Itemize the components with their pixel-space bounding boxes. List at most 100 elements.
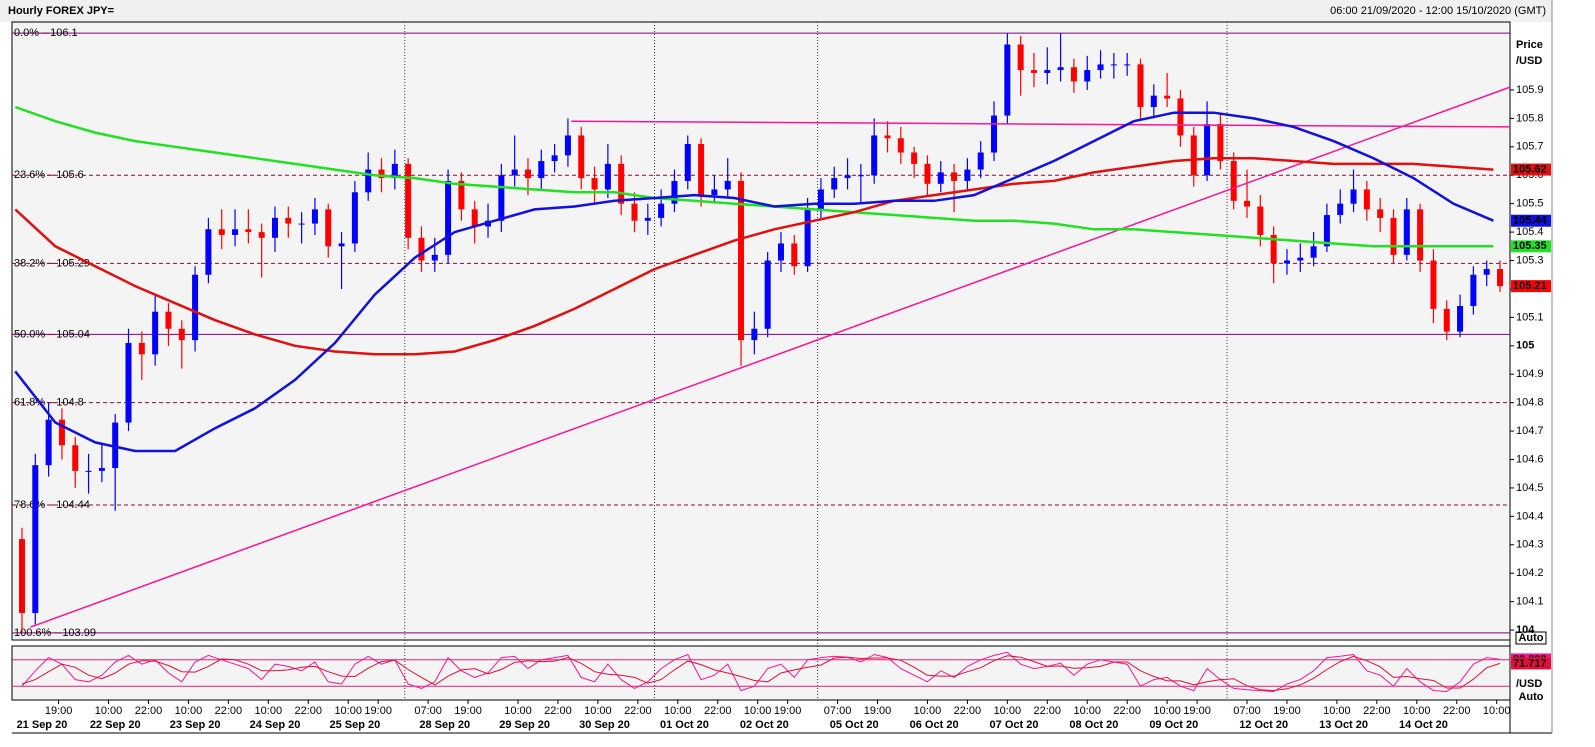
y-tick-label: 105.3 <box>1516 254 1544 266</box>
price-box <box>1511 280 1551 293</box>
candle-body <box>1350 189 1357 204</box>
candle-body <box>1177 98 1184 136</box>
x-tick-label: 10:00 <box>994 705 1022 717</box>
candle-body <box>524 169 531 179</box>
candle-body <box>1310 246 1317 258</box>
date-label: 08 Oct 20 <box>1069 719 1118 731</box>
y-tick-label: 104.5 <box>1516 482 1544 494</box>
date-label: 24 Sep 20 <box>250 719 301 731</box>
header-bar <box>0 0 1552 22</box>
stochastic-unit: /USD <box>1516 678 1542 690</box>
fib-percent: 78.6% <box>14 499 45 511</box>
price-box <box>1511 240 1551 253</box>
date-label: 01 Oct 20 <box>660 719 709 731</box>
candle-body <box>871 135 878 176</box>
x-tick-label: 10:00 <box>334 705 362 717</box>
chart-title: Hourly FOREX JPY= <box>8 5 114 17</box>
candle-body <box>1244 200 1251 207</box>
candle-body <box>1097 64 1104 71</box>
fib-value: 105.6 <box>56 169 84 181</box>
candle-body <box>1403 209 1410 255</box>
candle-body <box>45 419 52 466</box>
x-tick-label: 22:00 <box>954 705 982 717</box>
candle-body <box>138 342 145 355</box>
stochastic-scale-mode: Auto <box>1518 691 1543 703</box>
y-tick-label: 104.4 <box>1516 510 1544 522</box>
y-tick-label: 104.2 <box>1516 567 1544 579</box>
candle-body <box>271 217 278 238</box>
fib-percent: 0.0% <box>14 27 39 39</box>
x-tick-label: 22:00 <box>1363 705 1391 717</box>
candle-body <box>884 135 891 139</box>
candle-body <box>18 539 25 613</box>
candle-body <box>232 229 239 235</box>
fib-value: 103.99 <box>62 627 96 639</box>
stochastic-line <box>21 651 1501 693</box>
date-label: 09 Oct 20 <box>1149 719 1198 731</box>
moving-average <box>14 111 1494 453</box>
candle-body <box>1297 257 1304 261</box>
candle-body <box>1150 95 1157 108</box>
candle-body <box>977 152 984 170</box>
stochastic-box <box>1511 657 1551 670</box>
candle-body <box>285 217 292 224</box>
candle-body <box>218 229 225 235</box>
candle-body <box>1084 70 1091 82</box>
x-tick-label: 22:00 <box>215 705 243 717</box>
candle-body <box>98 468 105 471</box>
date-label: 07 Oct 20 <box>990 719 1039 731</box>
candle-body <box>764 260 771 329</box>
x-tick-label: 19:00 <box>1273 705 1301 717</box>
date-label: 28 Sep 20 <box>419 719 470 731</box>
candle-body <box>1204 124 1211 176</box>
candle-body <box>178 328 185 341</box>
fib-value: 105.04 <box>56 328 90 340</box>
x-tick-label: 19:00 <box>774 705 802 717</box>
candle-body <box>298 223 305 225</box>
candle-body <box>1363 189 1370 210</box>
stochastic-pane <box>11 645 1511 701</box>
candle-body <box>618 163 625 204</box>
candle-body <box>924 163 931 184</box>
x-tick-label: 22:00 <box>295 705 323 717</box>
candle-body <box>991 115 998 153</box>
candle-body <box>1110 64 1117 66</box>
date-label: 06 Oct 20 <box>910 719 959 731</box>
candle-body <box>1070 67 1077 82</box>
candle-body <box>857 175 864 177</box>
x-tick-label: 10:00 <box>664 705 692 717</box>
x-tick-label: 10:00 <box>504 705 532 717</box>
candle-body <box>684 143 691 181</box>
y-tick-label: 105.4 <box>1516 226 1544 238</box>
candle-body <box>165 311 172 329</box>
candle-body <box>351 192 358 244</box>
y-tick-label: 104.6 <box>1516 453 1544 465</box>
price-box <box>1511 214 1551 227</box>
price-box-label: 105.62 <box>1513 163 1547 175</box>
y-tick-label: 104.1 <box>1516 596 1544 608</box>
candle-body <box>658 203 665 218</box>
candle-body <box>551 155 558 162</box>
candle-body <box>471 209 478 227</box>
stochastic-box-label: 71.717 <box>1513 657 1547 669</box>
x-tick-label: 10:00 <box>1323 705 1351 717</box>
price-box-label: 105.44 <box>1513 215 1548 227</box>
candle-body <box>1057 67 1064 71</box>
candle-body <box>937 172 944 184</box>
candle-body <box>498 175 505 221</box>
candle-body <box>644 217 651 221</box>
candle-body <box>817 189 824 210</box>
candle-body <box>72 445 79 471</box>
y-tick-label: 105.9 <box>1516 84 1544 96</box>
candle-body <box>1283 260 1290 264</box>
candle-body <box>1270 234 1277 264</box>
x-tick-label: 10:00 <box>1483 705 1511 717</box>
x-tick-label: 22:00 <box>544 705 572 717</box>
candle-body <box>671 180 678 204</box>
price-box-label: 105.21 <box>1513 280 1547 292</box>
x-tick-label: 22:00 <box>624 705 652 717</box>
y-tick-label: 104.3 <box>1516 539 1544 551</box>
y-tick-label: 105.8 <box>1516 112 1544 124</box>
date-label: 13 Oct 20 <box>1319 719 1368 731</box>
candle-body <box>1137 64 1144 108</box>
